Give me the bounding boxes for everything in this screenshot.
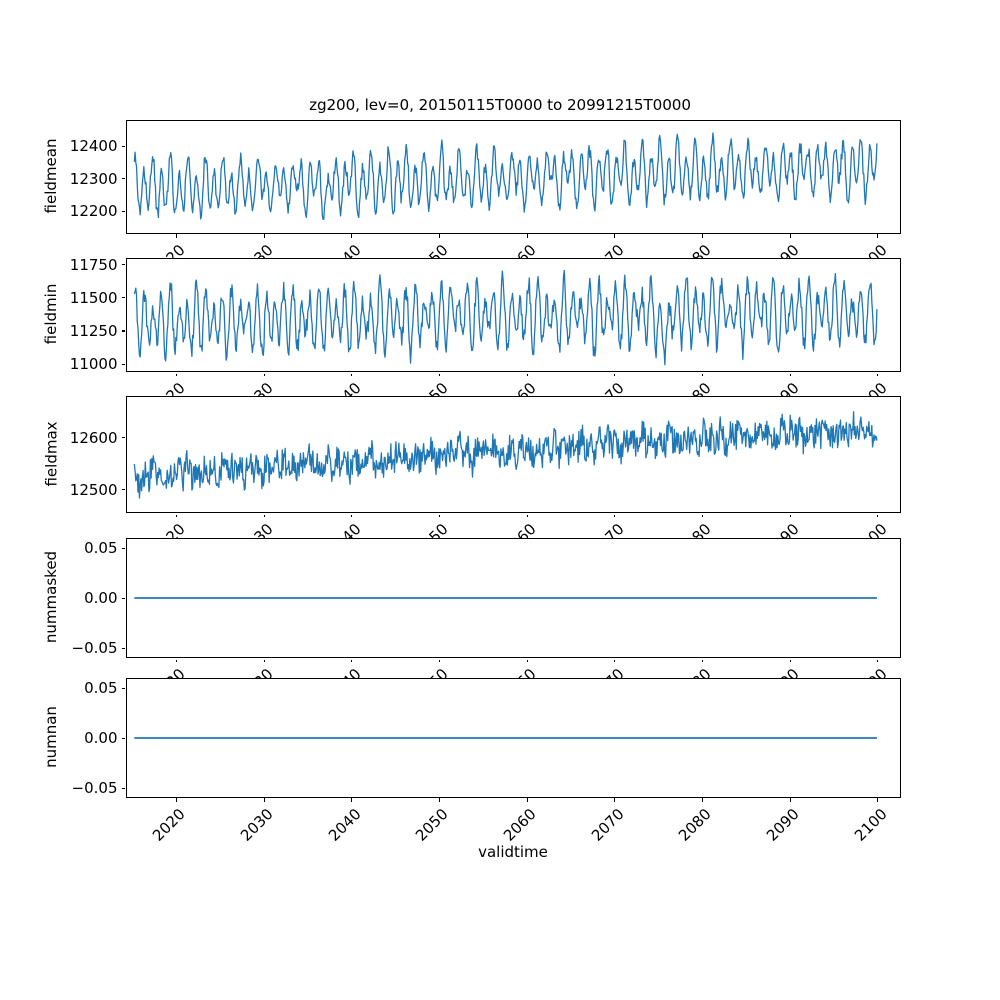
x-tick-mark-numnan-1 [263, 798, 265, 802]
x-tick-mark-fieldmean-7 [789, 234, 791, 238]
x-tick-mark-numnan-6 [701, 798, 703, 802]
x-tick-mark-numnan-2 [351, 798, 353, 802]
x-tick-mark-fieldmean-0 [175, 234, 177, 238]
y-tick-label-fieldmean-2: 12400 [69, 137, 118, 156]
subplot-fieldmean [125, 120, 901, 234]
data-line-fieldmean [133, 132, 878, 221]
data-line-fieldmax [133, 411, 878, 499]
y-tick-label-fieldmin-2: 11500 [69, 288, 118, 307]
y-tick-label-fieldmin-0: 11000 [69, 355, 118, 374]
y-tick-label-numnan-0: −0.05 [71, 779, 118, 797]
y-tick-mark-fieldmin-1 [121, 330, 126, 332]
y-tick-mark-fieldmax-0 [121, 489, 126, 491]
x-tick-mark-fieldmean-3 [438, 234, 440, 238]
x-tick-mark-fieldmean-5 [614, 234, 616, 238]
subplot-nummasked [125, 538, 901, 658]
y-tick-label-fieldmax-1: 12600 [69, 428, 118, 447]
x-tick-mark-numnan-5 [614, 798, 616, 802]
x-tick-mark-numnan-8 [877, 798, 879, 802]
y-axis-label-numnan: numnan [42, 706, 60, 768]
y-tick-mark-nummasked-2 [121, 547, 126, 549]
y-tick-mark-fieldmin-3 [121, 264, 126, 266]
subplot-fieldmin [125, 258, 901, 372]
y-tick-mark-fieldmin-2 [121, 297, 126, 299]
y-tick-mark-fieldmean-0 [121, 210, 126, 212]
x-tick-mark-numnan-7 [789, 798, 791, 802]
x-axis-label: validtime [478, 843, 548, 861]
subplot-fieldmax [125, 396, 901, 513]
x-tick-mark-numnan-3 [438, 798, 440, 802]
figure-title: zg200, lev=0, 20150115T0000 to 20991215T… [309, 96, 691, 114]
y-tick-mark-numnan-2 [121, 687, 126, 689]
x-tick-mark-numnan-4 [526, 798, 528, 802]
x-tick-mark-fieldmean-1 [263, 234, 265, 238]
y-tick-label-numnan-2: 0.05 [84, 679, 118, 697]
y-tick-mark-fieldmax-1 [121, 437, 126, 439]
y-tick-label-nummasked-1: 0.00 [84, 589, 118, 607]
x-tick-mark-fieldmean-4 [526, 234, 528, 238]
x-tick-mark-numnan-0 [175, 798, 177, 802]
plot-area-nummasked [133, 597, 877, 599]
y-tick-label-nummasked-2: 0.05 [84, 539, 118, 557]
y-tick-label-numnan-1: 0.00 [84, 729, 118, 747]
y-tick-label-nummasked-0: −0.05 [71, 639, 118, 657]
y-tick-label-fieldmean-0: 12200 [69, 202, 118, 221]
x-tick-mark-fieldmean-2 [351, 234, 353, 238]
x-tick-mark-fieldmean-6 [701, 234, 703, 238]
y-tick-mark-fieldmean-1 [121, 178, 126, 180]
y-tick-mark-nummasked-0 [121, 647, 126, 649]
x-tick-mark-fieldmean-8 [877, 234, 879, 238]
y-tick-mark-numnan-0 [121, 787, 126, 789]
y-tick-label-fieldmin-1: 11250 [69, 321, 118, 340]
plot-area-fieldmax [133, 411, 878, 499]
plot-area-fieldmin [133, 269, 878, 366]
y-tick-label-fieldmean-1: 12300 [69, 169, 118, 188]
y-tick-mark-numnan-1 [121, 737, 126, 739]
y-axis-label-fieldmin: fieldmin [42, 283, 60, 345]
subplot-numnan [125, 678, 901, 798]
y-tick-mark-fieldmean-2 [121, 145, 126, 147]
y-tick-label-fieldmax-0: 12500 [69, 480, 118, 499]
y-axis-label-fieldmean: fieldmean [42, 138, 60, 214]
data-line-fieldmin [133, 269, 878, 366]
y-axis-label-nummasked: nummasked [42, 550, 60, 644]
y-axis-label-fieldmax: fieldmax [42, 420, 60, 487]
plot-area-fieldmean [133, 132, 878, 221]
y-tick-mark-fieldmin-0 [121, 363, 126, 365]
y-tick-label-fieldmin-3: 11750 [69, 255, 118, 274]
y-tick-mark-nummasked-1 [121, 597, 126, 599]
plot-area-numnan [133, 737, 877, 739]
